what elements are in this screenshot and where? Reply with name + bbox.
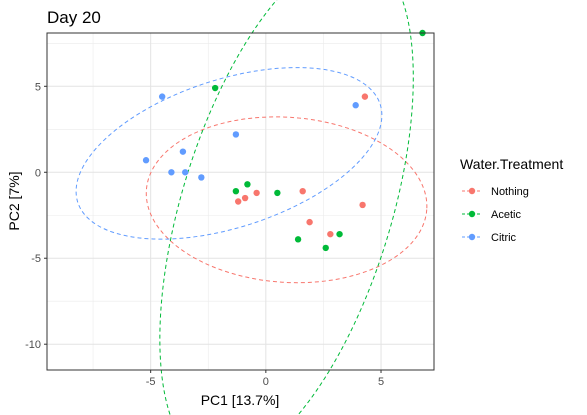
legend-label: Nothing	[491, 186, 529, 198]
x-axis-title: PC1 [13.7%]	[201, 392, 280, 408]
point-acetic	[274, 189, 281, 197]
ellipse-acetic	[159, 0, 414, 415]
legend-key-point	[468, 233, 476, 241]
point-nothing	[234, 198, 242, 205]
legend-key-point	[468, 210, 476, 218]
legend-label: Citric	[491, 232, 517, 244]
point-acetic	[294, 236, 302, 243]
legend-item-citric: Citric	[462, 232, 517, 244]
grid	[47, 33, 434, 370]
point-nothing	[359, 201, 366, 209]
plot-panel-border	[46, 32, 435, 371]
legend-key-point	[468, 187, 476, 195]
legend-title: Water.Treatment	[460, 156, 563, 172]
chart-title: Day 20	[47, 8, 101, 27]
point-nothing	[299, 187, 306, 195]
x-tick-label: -5	[146, 376, 156, 388]
x-tick-label: 5	[378, 376, 384, 388]
y-tick-label: 5	[35, 81, 41, 93]
legend-label: Acetic	[491, 209, 521, 221]
y-tick-label: 0	[35, 167, 41, 179]
ellipse-nothing	[145, 116, 428, 284]
point-nothing	[327, 230, 334, 238]
point-nothing	[306, 218, 313, 226]
point-acetic	[244, 181, 251, 188]
point-citric	[179, 148, 187, 155]
legend-item-nothing: Nothing	[462, 186, 529, 198]
y-tick-label: -10	[25, 339, 41, 351]
point-citric	[232, 131, 240, 138]
point-acetic	[211, 84, 219, 92]
point-citric	[198, 174, 205, 181]
x-axis-ticks: -5 0 5	[146, 370, 384, 388]
point-citric	[168, 169, 175, 176]
point-citric	[158, 93, 166, 100]
y-axis-title: PC2 [7%]	[6, 171, 22, 230]
legend-item-acetic: Acetic	[462, 209, 521, 221]
data-points	[142, 29, 426, 252]
point-citric	[352, 102, 359, 109]
point-nothing	[241, 194, 249, 202]
point-nothing	[361, 93, 369, 100]
point-citric	[182, 169, 189, 176]
y-tick-label: -5	[31, 253, 41, 265]
point-acetic	[322, 244, 329, 252]
point-acetic	[336, 230, 343, 238]
y-axis-ticks: -10 -5 0 5	[25, 81, 47, 351]
legend-items: Nothing Acetic Citric	[462, 186, 529, 244]
point-acetic	[232, 187, 240, 195]
point-nothing	[253, 189, 260, 197]
point-citric	[142, 157, 150, 164]
legend: Water.Treatment Nothing Acetic Citric	[460, 156, 563, 244]
x-tick-label: 0	[263, 376, 269, 388]
